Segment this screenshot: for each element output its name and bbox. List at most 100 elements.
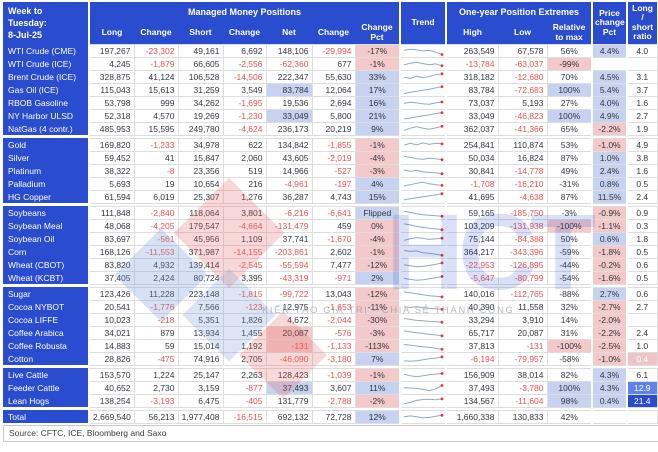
cell-net-change: 13,043 [311, 286, 356, 301]
cell-net: 19,536 [265, 95, 313, 110]
cell-short: 80,724 [177, 270, 224, 285]
cell-net: 37,493 [265, 380, 313, 395]
cell-price-change-pct: -0.9% [591, 205, 628, 220]
cell-low: -72,683 [497, 82, 548, 97]
cell-net-change: -3,180 [311, 351, 356, 366]
table-row: HG Copper 61,594 6,019 25,307 1,276 36,287 4,7… [3, 189, 658, 204]
trend-sparkline [403, 236, 444, 241]
cell-long-short-ratio: 21.4 [626, 393, 658, 408]
row-label: HG Copper [3, 190, 89, 204]
managed-money-group-header: Managed Money Positions [87, 2, 401, 22]
cell-long: 138,254 [88, 393, 135, 408]
cell-high: 41,695 [445, 189, 499, 204]
cell-price-change-pct: -2.0% [591, 312, 628, 327]
trend-sparkline [403, 100, 444, 105]
cell-trend [399, 270, 447, 285]
row-label: Corn [3, 245, 89, 259]
cell-high: 140,016 [445, 286, 499, 301]
cell-short: 19,269 [177, 108, 224, 123]
table-row: NatGas (4 contr.) 485,953 15,595 249,780 -4,… [3, 121, 658, 136]
cell-long-short-ratio: 1.9 [626, 121, 658, 136]
cell-trend [399, 367, 447, 382]
cell-price-change-pct: -2.2% [591, 121, 628, 136]
cell-trend [399, 244, 447, 259]
cell-short-change: 3,395 [222, 270, 267, 285]
cell-long-change: 4,570 [133, 108, 179, 123]
trend-sparkline [403, 72, 444, 79]
cell-short-change: 1,455 [222, 325, 267, 340]
cell-short: 118,064 [177, 205, 224, 220]
cell-short-change: 2,060 [222, 150, 267, 165]
cell-high: -22,953 [445, 257, 499, 272]
cell-low: -80,799 [497, 270, 548, 285]
col-header-change-pct: Change Pct [355, 21, 401, 45]
cell-long: 169,820 [88, 137, 135, 152]
cell-long-change: -2,840 [133, 205, 179, 220]
row-label: Gold [3, 138, 89, 152]
trend-sparkline [403, 142, 444, 146]
cell-short: 15,847 [177, 150, 224, 165]
cell-long: 328,875 [88, 69, 135, 84]
source-note: Source: CFTC, ICE, Bloomberg and Saxo [3, 424, 658, 442]
cell-long-change: -4,205 [133, 218, 179, 233]
cell-net-change: 12,064 [311, 82, 356, 97]
week-date: 8-Jul-25 [8, 30, 43, 41]
cell-net: 83,784 [265, 82, 313, 97]
cell-short-change: -1,815 [222, 286, 267, 301]
cell-net: -55,594 [265, 257, 313, 272]
cell-low: 16,824 [497, 150, 548, 165]
cell-relative-to-max: -88% [546, 286, 593, 301]
cell-net: 36,287 [265, 189, 313, 204]
cell-short: 15,014 [177, 338, 224, 353]
cell-net: 128,423 [265, 367, 313, 382]
trend-sparkline [403, 291, 444, 299]
cell-relative-to-max: 87% [546, 150, 593, 165]
cell-price-change-pct: 4.5% [591, 69, 628, 84]
col-header-low: Low [498, 21, 548, 45]
cell-long-change: 56,213 [133, 409, 179, 424]
cell-low: -79,957 [497, 351, 548, 366]
table-row: Cocoa NYBOT 20,541 -1,776 7,566 -123 12,975 -1… [3, 299, 658, 314]
cell-short-change: 1,276 [222, 189, 267, 204]
cell-long-change: -3,193 [133, 393, 179, 408]
extremes-group-header: One-year Position Extremes [445, 2, 593, 22]
cell-low: -126,895 [497, 257, 548, 272]
row-label: Wheat (CBOT) [3, 258, 89, 272]
cell-net-change: -576 [311, 325, 356, 340]
cell-net: 33,049 [265, 108, 313, 123]
cell-high: 50,034 [445, 150, 499, 165]
cell-relative-to-max: 42% [546, 409, 593, 424]
cell-net: -43,319 [265, 270, 313, 285]
cell-long-change: 2,730 [133, 380, 179, 395]
cell-change-pct: -12% [354, 257, 401, 272]
trend-sparkline [403, 181, 444, 187]
group-separator [3, 365, 658, 369]
cell-long-change: -218 [133, 312, 179, 327]
cell-high: -6,194 [445, 351, 499, 366]
cell-long-change: 11,228 [133, 286, 179, 301]
col-header-high: High [445, 21, 499, 45]
cell-trend [399, 163, 447, 178]
cell-short-change: 622 [222, 137, 267, 152]
cell-trend [399, 150, 447, 165]
cell-change-pct: -11% [354, 299, 401, 314]
cell-long-short-ratio: 12.9 [626, 380, 658, 395]
cell-trend [399, 69, 447, 84]
cell-relative-to-max: 100% [546, 380, 593, 395]
cell-short-change: 1,826 [222, 312, 267, 327]
col-header-long: Long [88, 21, 134, 45]
cell-price-change-pct: -1.0% [591, 351, 628, 366]
cell-net-change: 55,630 [311, 69, 356, 84]
week-label: Week to Tuesday: [8, 6, 47, 29]
table-row: Corn 168,126 -11,553 371,987 -14,155 -203,861… [3, 244, 658, 259]
table-row: Sugar 123,426 11,228 223,148 -1,815 -99,722 13… [3, 286, 658, 301]
cell-trend [399, 409, 447, 424]
cell-short-change: 1,192 [222, 338, 267, 353]
cell-price-change-pct: 0.6% [591, 231, 628, 246]
cell-long-short-ratio: 1.6 [626, 163, 658, 178]
cell-relative-to-max: 82% [546, 367, 593, 382]
cell-price-change-pct: 2.7% [591, 286, 628, 301]
row-label: Feeder Cattle [3, 381, 89, 395]
cell-long: 14,883 [88, 338, 135, 353]
table-row: Lean Hogs 138,254 -3,193 6,475 -405 131,779 -2… [3, 393, 658, 408]
